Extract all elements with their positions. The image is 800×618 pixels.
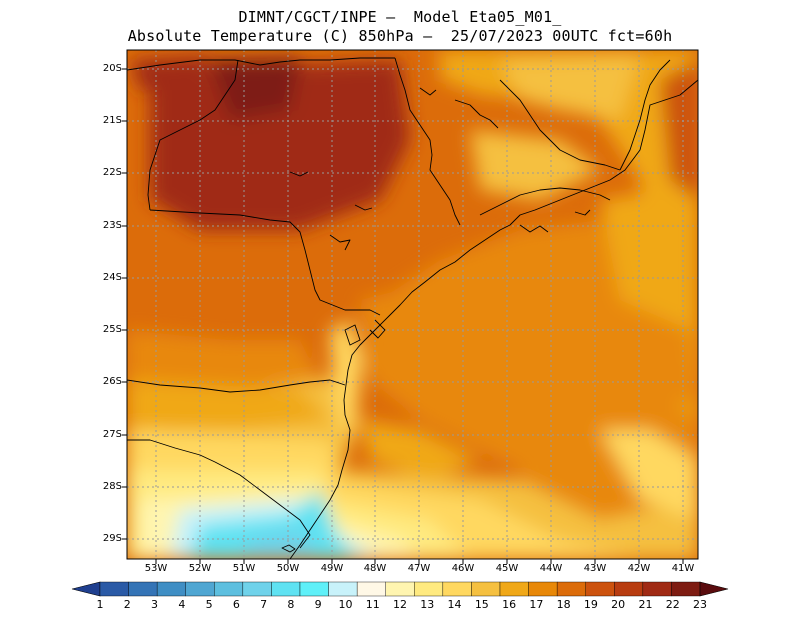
lon-label: 47W [407, 563, 431, 574]
colorbar-swatch [99, 581, 129, 597]
lat-label: 22S [102, 167, 122, 178]
colorbar-swatch [414, 581, 444, 597]
lon-label: 45W [495, 563, 519, 574]
lat-label: 24S [102, 272, 122, 283]
colorbar-swatch [671, 581, 701, 597]
state-border [479, 187, 611, 216]
colorbar-swatch [442, 581, 472, 597]
graticule [127, 50, 698, 559]
colorbar-label: 11 [365, 598, 380, 611]
map-title-line2: Absolute Temperature (C) 850hPa – 25/07/… [127, 27, 673, 45]
coastline [289, 79, 698, 559]
colorbar-swatch [642, 581, 672, 597]
colorbar-swatch [356, 581, 386, 597]
lon-label: 48W [363, 563, 387, 574]
colorbar-label: 22 [665, 598, 680, 611]
lat-label: 23S [102, 220, 122, 231]
map-frame [126, 49, 699, 560]
colorbar-label: 6 [232, 598, 240, 611]
lon-label: 52W [188, 563, 212, 574]
lat-label: 29S [102, 533, 122, 544]
colorbar-label: 17 [529, 598, 544, 611]
tick-marks [122, 68, 684, 564]
colorbar-swatch [328, 581, 358, 597]
colorbar-swatch [499, 581, 529, 597]
lat-label: 26S [102, 376, 122, 387]
temperature-field [127, 50, 698, 559]
colorbar-label: 10 [338, 598, 353, 611]
lon-label: 50W [276, 563, 300, 574]
lat-label: 20S [102, 63, 122, 74]
colorbar-swatch [156, 581, 186, 597]
lat-label: 27S [102, 429, 122, 440]
colorbar-label: 23 [693, 598, 707, 611]
colorbar-label: 13 [420, 598, 435, 611]
lon-label: 43W [583, 563, 607, 574]
colorbar-swatch [185, 581, 215, 597]
colorbar-label: 16 [502, 598, 517, 611]
lon-label: 46W [451, 563, 475, 574]
colorbar-label: 7 [260, 598, 268, 611]
lon-label: 53W [144, 563, 168, 574]
lat-label: 21S [102, 115, 122, 126]
state-border [619, 59, 671, 171]
state-border [147, 59, 239, 211]
colorbar-label: 15 [474, 598, 489, 611]
colorbar-swatch [385, 581, 415, 597]
state-border [127, 57, 395, 71]
lon-label: 44W [539, 563, 563, 574]
colorbar-arrow-low [71, 581, 101, 597]
colorbar-swatch [556, 581, 586, 597]
coastline-borders [127, 57, 698, 559]
lon-label: 51W [232, 563, 256, 574]
lon-label: 49W [320, 563, 344, 574]
colorbar-swatch [585, 581, 615, 597]
colorbar-swatch [214, 581, 244, 597]
colorbar-label: 9 [314, 598, 322, 611]
colorbar-swatch [299, 581, 329, 597]
map-title-line1: DIMNT/CGCT/INPE – Model Eta05_M01_ [238, 8, 562, 26]
lat-label: 25S [102, 324, 122, 335]
colorbar-swatch [528, 581, 558, 597]
state-border [127, 439, 311, 549]
colorbar-swatch [242, 581, 272, 597]
colorbar-label: 5 [205, 598, 213, 611]
lon-label: 42W [627, 563, 651, 574]
colorbar-label: 8 [287, 598, 295, 611]
colorbar-label: 12 [393, 598, 407, 611]
colorbar-label: 2 [123, 598, 131, 611]
state-border [499, 79, 621, 171]
colorbar-label: 3 [151, 598, 159, 611]
colorbar-label: 20 [611, 598, 626, 611]
state-border [394, 57, 461, 226]
colorbar-swatch [271, 581, 301, 597]
colorbar-swatch [128, 581, 158, 597]
state-border [127, 379, 346, 393]
colorbar [71, 581, 729, 597]
colorbar-swatch [614, 581, 644, 597]
colorbar-label: 4 [178, 598, 186, 611]
colorbar-label: 14 [447, 598, 462, 611]
lat-label: 28S [102, 481, 122, 492]
colorbar-label: 19 [583, 598, 598, 611]
lon-label: 41W [671, 563, 695, 574]
colorbar-swatch [471, 581, 501, 597]
colorbar-label: 18 [556, 598, 571, 611]
colorbar-arrow-high [699, 581, 729, 597]
colorbar-label: 1 [96, 598, 104, 611]
colorbar-label: 21 [638, 598, 653, 611]
state-border [149, 209, 381, 316]
